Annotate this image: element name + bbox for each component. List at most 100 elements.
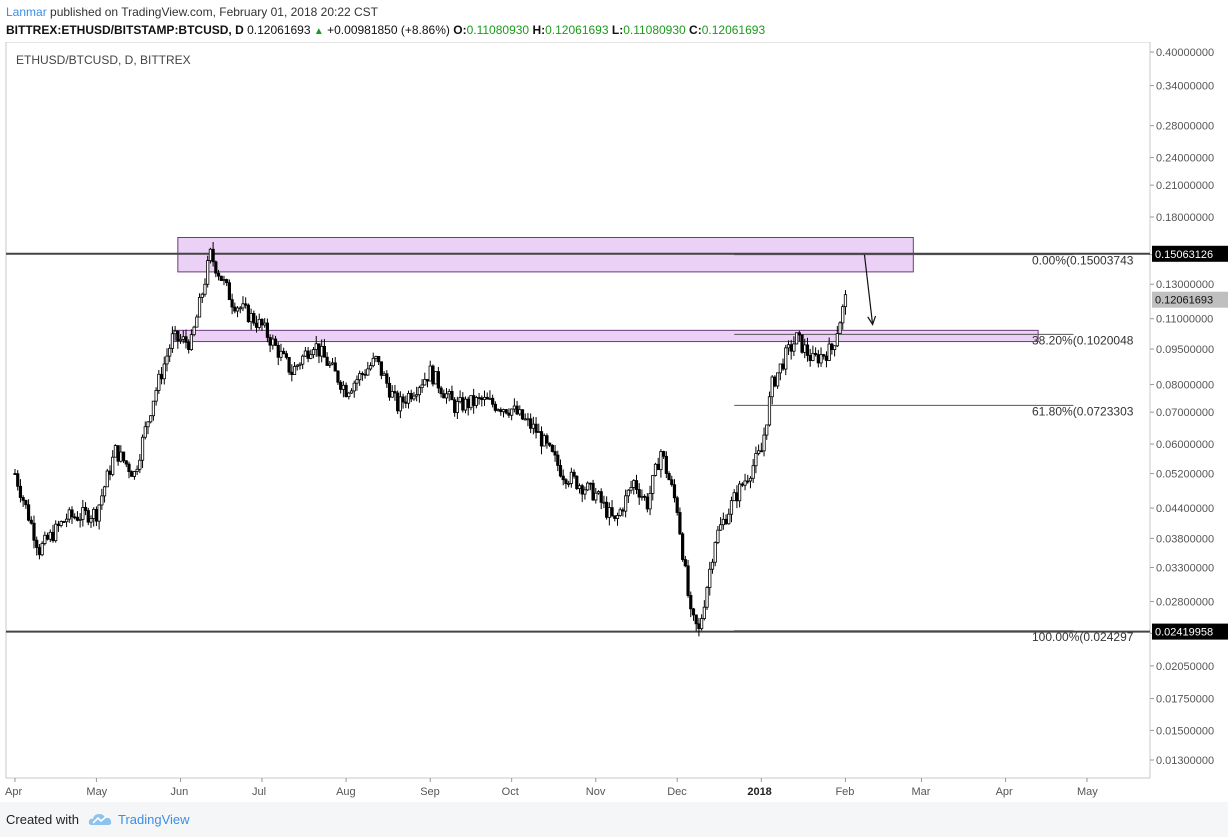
candle-body <box>767 396 772 426</box>
candle-body <box>599 491 603 503</box>
candle-body <box>615 515 620 519</box>
high-value: 0.12061693 <box>545 23 609 37</box>
candle-body <box>545 435 549 444</box>
candle-body <box>176 330 180 342</box>
chart-area[interactable]: 0.40000000 0.34000000 0.28000000 0.24000000… <box>0 42 1228 802</box>
candle-body <box>203 283 207 295</box>
candle-body <box>64 518 69 523</box>
arrow-annotation[interactable] <box>863 254 874 325</box>
author-link[interactable]: Lanmar <box>6 5 47 19</box>
candle-body <box>249 313 253 323</box>
y-tick-label: 0.01300000 <box>1156 755 1214 767</box>
x-tick-label: Apr <box>5 786 22 798</box>
candle-body <box>667 473 671 481</box>
candle-body <box>697 623 701 630</box>
candle-body <box>16 473 20 487</box>
candle-body <box>238 307 242 310</box>
candle-body <box>21 497 25 501</box>
candle-body <box>149 415 153 423</box>
candle-body <box>396 392 400 412</box>
candle-body <box>716 529 720 543</box>
candle-body <box>510 408 514 416</box>
candle-body <box>24 499 28 506</box>
candle-body <box>501 409 506 413</box>
candle-body <box>436 371 440 389</box>
candle-body <box>719 524 723 531</box>
high-label: H: <box>532 23 546 37</box>
candle-body <box>529 418 533 429</box>
candle-body <box>273 338 278 346</box>
candle-body <box>651 475 655 494</box>
symbol-label: BITTREX:ETHUSD/BITSTAMP:BTCUSD, D <box>6 23 244 37</box>
candle-body <box>86 510 90 523</box>
candle-body <box>73 516 77 519</box>
candle-body <box>157 373 161 391</box>
created-with-label: Created with <box>6 812 79 827</box>
candle-body <box>431 365 435 385</box>
candle-body <box>246 304 250 323</box>
candle-body <box>265 322 269 338</box>
price-level-tag-text: 0.02419958 <box>1155 627 1213 639</box>
candle-body <box>138 459 142 470</box>
y-tick-label: 0.05200000 <box>1156 469 1214 481</box>
candle-body <box>838 322 842 335</box>
candle-body <box>572 471 576 477</box>
candle-body <box>130 471 134 477</box>
candle-body <box>290 371 294 375</box>
candle-body <box>843 294 848 308</box>
candle-body <box>135 468 139 472</box>
candle-body <box>336 370 340 383</box>
candle-body <box>320 345 324 357</box>
candle-body <box>146 421 150 428</box>
tradingview-brand-link[interactable]: TradingView <box>118 812 190 827</box>
y-tick-label: 0.02050000 <box>1156 661 1214 673</box>
fib-level-label: 61.80%(0.0723303 <box>1032 404 1134 418</box>
price-chart[interactable]: 0.40000000 0.34000000 0.28000000 0.24000000… <box>0 42 1228 802</box>
candle-body <box>515 405 519 415</box>
candle-body <box>322 345 326 358</box>
candle-body <box>485 396 489 400</box>
candle-body <box>664 455 668 474</box>
candle-body <box>75 516 80 521</box>
candle-body <box>404 401 408 404</box>
candle-body <box>26 504 31 521</box>
candle-body <box>102 486 107 497</box>
candle-body <box>708 568 712 588</box>
x-tick-label: Aug <box>336 786 356 798</box>
candle-body <box>537 431 541 433</box>
candle-body <box>613 515 617 519</box>
candle-body <box>531 423 535 429</box>
candle-body <box>602 501 606 504</box>
x-tick-label: May <box>1077 786 1098 798</box>
candle-body <box>127 463 131 473</box>
low-label: L: <box>611 23 624 37</box>
candle-body <box>108 470 112 475</box>
y-tick-label: 0.24000000 <box>1156 153 1214 165</box>
candle-body <box>705 587 709 608</box>
candle-body <box>567 483 571 485</box>
candle-body <box>781 363 785 370</box>
low-value: 0.11080930 <box>623 23 686 37</box>
candle-body <box>759 450 763 453</box>
candle-body <box>795 332 799 345</box>
candle-body <box>686 565 690 596</box>
candle-body <box>808 355 812 361</box>
candle-body <box>499 409 503 413</box>
candle-body <box>341 384 345 390</box>
y-tick-label: 0.01500000 <box>1156 725 1214 737</box>
candle-body <box>594 492 598 501</box>
x-tick-label: Apr <box>996 786 1013 798</box>
y-tick-label: 0.09500000 <box>1156 344 1214 356</box>
candle-body <box>401 396 405 403</box>
close-label: C: <box>689 23 702 37</box>
candle-body <box>35 539 39 548</box>
candle-body <box>382 373 386 376</box>
candle-body <box>800 334 804 353</box>
candle-body <box>181 336 185 340</box>
candle-body <box>662 451 666 457</box>
resistance-zone-2[interactable] <box>171 329 1039 343</box>
candle-body <box>743 480 747 486</box>
candle-body <box>241 303 245 309</box>
candle-body <box>496 409 500 412</box>
candle-body <box>670 479 674 486</box>
